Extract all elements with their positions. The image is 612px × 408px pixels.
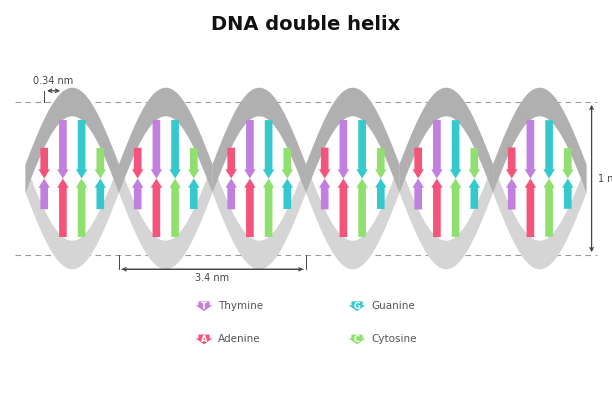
Text: C: C bbox=[354, 335, 360, 344]
FancyArrow shape bbox=[543, 179, 555, 237]
FancyArrow shape bbox=[244, 120, 256, 179]
FancyArrow shape bbox=[506, 147, 517, 179]
Text: A: A bbox=[201, 335, 207, 344]
Polygon shape bbox=[493, 164, 586, 269]
FancyArrow shape bbox=[412, 179, 424, 209]
Text: 0.34 nm: 0.34 nm bbox=[34, 75, 73, 86]
Polygon shape bbox=[306, 88, 400, 193]
Text: T: T bbox=[201, 302, 207, 311]
FancyArrow shape bbox=[57, 179, 69, 237]
FancyArrow shape bbox=[57, 120, 69, 179]
FancyArrow shape bbox=[349, 335, 365, 344]
FancyArrow shape bbox=[562, 179, 573, 209]
FancyArrow shape bbox=[244, 179, 256, 237]
FancyArrow shape bbox=[562, 148, 573, 179]
Text: Guanine: Guanine bbox=[371, 301, 415, 311]
FancyArrow shape bbox=[349, 302, 365, 311]
FancyArrow shape bbox=[356, 120, 368, 179]
FancyArrow shape bbox=[282, 179, 293, 209]
Polygon shape bbox=[212, 88, 306, 193]
FancyArrow shape bbox=[151, 120, 162, 179]
FancyArrow shape bbox=[95, 179, 106, 209]
FancyArrow shape bbox=[170, 179, 181, 237]
FancyArrow shape bbox=[39, 148, 50, 179]
Text: 3.4 nm: 3.4 nm bbox=[195, 273, 230, 284]
FancyArrow shape bbox=[469, 148, 480, 179]
Polygon shape bbox=[400, 164, 493, 269]
Text: G: G bbox=[354, 302, 360, 311]
FancyArrow shape bbox=[263, 179, 274, 237]
FancyArrow shape bbox=[543, 120, 555, 179]
Polygon shape bbox=[119, 88, 212, 193]
FancyArrow shape bbox=[506, 179, 517, 210]
FancyArrow shape bbox=[151, 179, 162, 237]
FancyArrow shape bbox=[196, 302, 212, 311]
FancyArrow shape bbox=[469, 179, 480, 209]
FancyArrow shape bbox=[196, 335, 212, 344]
Polygon shape bbox=[26, 164, 119, 269]
Polygon shape bbox=[306, 164, 400, 269]
FancyArrow shape bbox=[225, 179, 237, 209]
Text: Adenine: Adenine bbox=[218, 335, 261, 344]
FancyArrow shape bbox=[282, 148, 293, 179]
FancyArrow shape bbox=[132, 148, 143, 179]
FancyArrow shape bbox=[524, 120, 536, 179]
FancyArrow shape bbox=[412, 148, 424, 179]
FancyArrow shape bbox=[431, 179, 442, 237]
Polygon shape bbox=[400, 88, 493, 193]
FancyArrow shape bbox=[338, 179, 349, 237]
Text: 1 nm: 1 nm bbox=[598, 173, 612, 184]
Text: Thymine: Thymine bbox=[218, 301, 263, 311]
FancyArrow shape bbox=[188, 148, 200, 179]
FancyArrow shape bbox=[319, 148, 330, 179]
Polygon shape bbox=[26, 88, 119, 193]
FancyArrow shape bbox=[431, 120, 442, 179]
FancyArrow shape bbox=[375, 179, 387, 209]
FancyArrow shape bbox=[39, 179, 50, 209]
FancyArrow shape bbox=[450, 120, 461, 179]
FancyArrow shape bbox=[76, 179, 88, 237]
FancyArrow shape bbox=[524, 179, 536, 237]
Text: DNA double helix: DNA double helix bbox=[211, 16, 401, 34]
FancyArrow shape bbox=[188, 179, 200, 209]
Text: Cytosine: Cytosine bbox=[371, 335, 417, 344]
Polygon shape bbox=[119, 164, 212, 269]
FancyArrow shape bbox=[95, 148, 106, 179]
FancyArrow shape bbox=[170, 120, 181, 179]
FancyArrow shape bbox=[132, 179, 143, 209]
FancyArrow shape bbox=[76, 120, 88, 179]
FancyArrow shape bbox=[356, 179, 368, 237]
FancyArrow shape bbox=[450, 179, 461, 237]
FancyArrow shape bbox=[338, 120, 349, 179]
FancyArrow shape bbox=[319, 179, 330, 209]
Polygon shape bbox=[212, 164, 306, 269]
FancyArrow shape bbox=[375, 148, 387, 179]
Polygon shape bbox=[493, 88, 586, 193]
FancyArrow shape bbox=[225, 148, 237, 179]
FancyArrow shape bbox=[263, 120, 274, 179]
